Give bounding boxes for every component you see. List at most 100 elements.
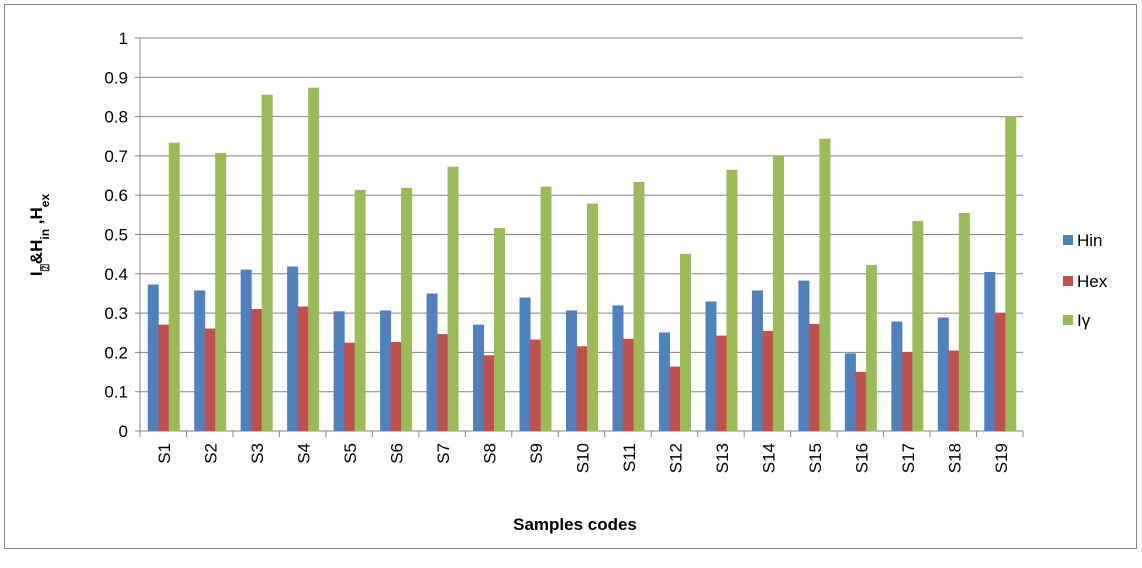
bar <box>437 334 449 432</box>
bar <box>844 353 856 432</box>
bar <box>168 142 180 432</box>
bar <box>344 342 356 432</box>
legend-swatch <box>1063 315 1073 325</box>
bar <box>494 227 506 432</box>
x-tick-label: S7 <box>434 443 453 464</box>
bar <box>473 324 485 432</box>
x-tick-label: S15 <box>806 443 825 473</box>
bar <box>540 186 552 432</box>
y-tick-label: 0.8 <box>104 108 128 127</box>
bar <box>447 166 459 432</box>
bar <box>333 311 345 432</box>
bar <box>633 181 645 432</box>
x-tick-label: S6 <box>388 443 407 464</box>
bar <box>958 213 970 432</box>
y-tick-label: 0.3 <box>104 304 128 323</box>
bar <box>912 220 924 432</box>
bar <box>622 338 634 432</box>
bar <box>390 341 402 432</box>
x-tick-label: S9 <box>527 443 546 464</box>
x-tick-label: S10 <box>574 443 593 473</box>
bar <box>855 371 867 432</box>
bar <box>194 290 206 432</box>
y-title-part: in <box>38 229 52 240</box>
y-tick-label: 0.5 <box>104 226 128 245</box>
bar <box>587 203 599 432</box>
bar <box>808 323 820 432</box>
x-tick-label: S17 <box>899 443 918 473</box>
y-tick-label: 0.2 <box>104 343 128 362</box>
y-title-part: I <box>27 271 46 276</box>
bar <box>287 266 299 432</box>
bar <box>726 169 738 432</box>
bar <box>401 187 413 432</box>
legend-label: Hex <box>1077 272 1108 291</box>
x-tick-label: S8 <box>481 443 500 464</box>
y-axis-title: I⍰&Hin ,Hex <box>27 194 52 277</box>
bar <box>658 332 670 432</box>
bar <box>240 269 252 432</box>
bar <box>530 339 542 432</box>
y-tick-label: 1 <box>119 29 128 48</box>
x-tick-label: S12 <box>666 443 685 473</box>
y-title-part: ex <box>38 194 52 208</box>
bar <box>772 156 784 432</box>
bar <box>984 271 996 432</box>
bar <box>679 253 691 432</box>
legend-swatch <box>1063 235 1073 245</box>
y-tick-label: 0.7 <box>104 147 128 166</box>
bar <box>705 301 717 432</box>
bar <box>251 308 263 432</box>
x-tick-label: S2 <box>202 443 221 464</box>
bar <box>948 350 960 432</box>
y-tick-label: 0.9 <box>104 68 128 87</box>
x-tick-label: S14 <box>759 443 778 473</box>
legend-swatch <box>1063 276 1073 286</box>
x-tick-label: S16 <box>852 443 871 473</box>
bar <box>612 305 624 432</box>
bar <box>158 324 170 432</box>
bar <box>937 317 949 432</box>
y-tick-label: 0.6 <box>104 186 128 205</box>
y-tick-label: 0.4 <box>104 265 128 284</box>
bar <box>994 312 1006 432</box>
bar <box>297 306 309 432</box>
x-tick-label: S19 <box>992 443 1011 473</box>
bar <box>715 335 727 432</box>
bar <box>576 346 588 432</box>
x-axis-title: Samples codes <box>513 515 637 534</box>
bar <box>519 297 531 432</box>
bar <box>426 293 438 432</box>
y-title-part: ⍰ <box>38 264 52 271</box>
bar <box>1005 115 1017 432</box>
bar <box>204 328 216 432</box>
y-tick-label: 0.1 <box>104 383 128 402</box>
bar <box>261 94 273 432</box>
y-title-part: &H <box>27 240 46 265</box>
bar <box>798 280 810 432</box>
x-tick-label: S1 <box>155 443 174 464</box>
chart-border <box>4 4 1137 549</box>
bar <box>865 264 877 432</box>
bar <box>762 330 774 432</box>
bar <box>354 189 366 432</box>
bar <box>819 138 831 432</box>
bar <box>147 284 159 432</box>
y-tick-label: 0 <box>119 422 128 441</box>
bar <box>669 366 681 432</box>
x-tick-label: S4 <box>295 443 314 464</box>
bar <box>751 290 763 432</box>
bar <box>215 152 227 432</box>
x-tick-label: S18 <box>945 443 964 473</box>
bar <box>891 321 903 432</box>
bar <box>901 352 913 432</box>
bar <box>380 310 392 432</box>
legend-label: Hin <box>1077 231 1103 250</box>
y-title-part: ,H <box>27 207 46 229</box>
x-tick-label: S5 <box>341 443 360 464</box>
x-tick-label: S13 <box>713 443 732 473</box>
x-tick-label: S3 <box>248 443 267 464</box>
bar <box>483 355 495 432</box>
bar <box>566 310 578 432</box>
